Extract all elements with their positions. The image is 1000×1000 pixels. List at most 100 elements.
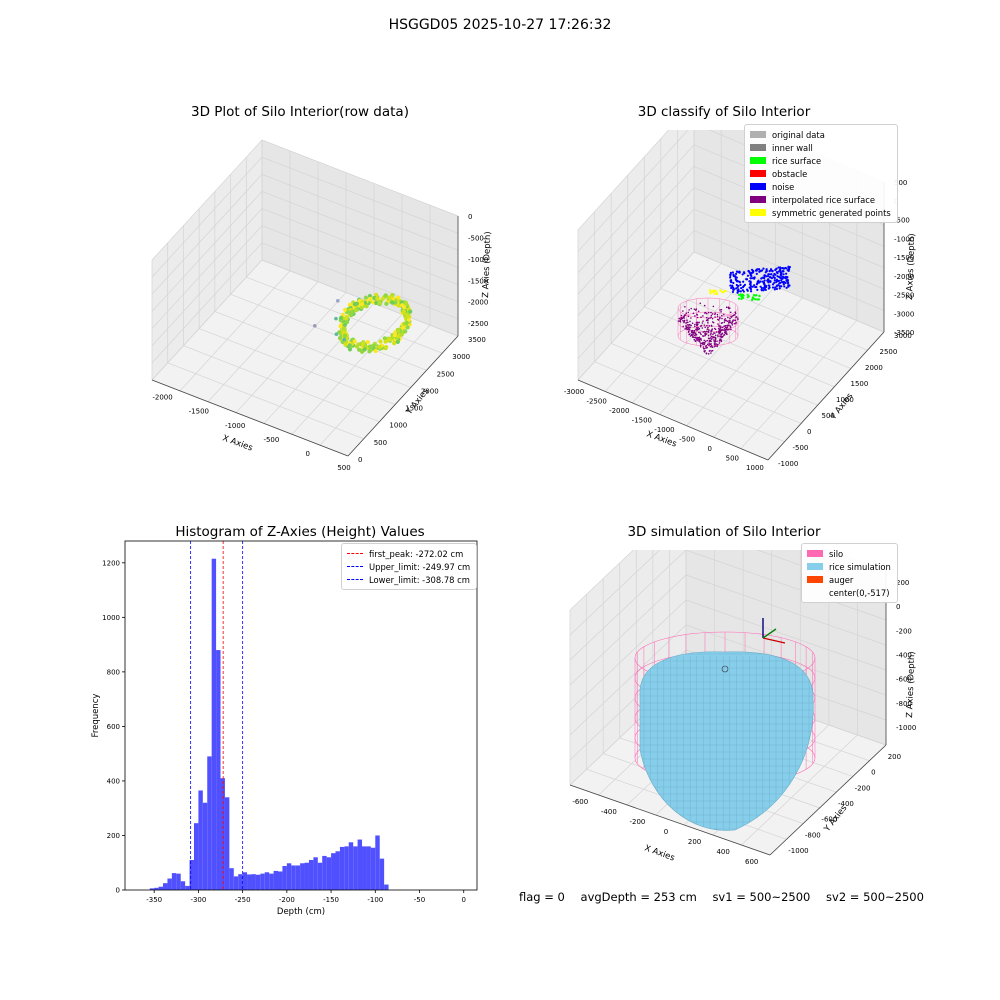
y-tick-label: 1200	[102, 559, 120, 567]
y-tick-label: -500	[793, 444, 809, 452]
histogram-bar	[331, 853, 336, 890]
z-tick-label: -2500	[468, 320, 488, 328]
noise-point	[782, 283, 785, 286]
noise-point	[746, 274, 750, 277]
status-footer: flag = 0 avgDepth = 253 cm sv1 = 500~250…	[519, 890, 936, 904]
noise-point	[736, 291, 739, 294]
x-tick-label: 600	[745, 858, 758, 866]
noise-point	[742, 290, 745, 293]
histogram-bar	[264, 872, 270, 890]
noise-point	[757, 281, 761, 284]
legend-item: inner wall	[750, 141, 891, 154]
interpolated-point	[719, 328, 722, 330]
data-point	[348, 310, 353, 315]
interpolated-point	[697, 328, 700, 331]
noise-point	[779, 274, 782, 277]
noise-point	[737, 271, 740, 274]
interpolated-point	[723, 313, 725, 316]
interpolated-point	[716, 315, 719, 318]
interpolated-point	[690, 331, 693, 334]
interpolated-point	[727, 316, 729, 319]
plot1-x-axis-label: X Axies	[221, 433, 254, 453]
histogram-bar	[242, 872, 248, 890]
legend-item: center(0,-517)	[807, 586, 891, 599]
interpolated-point	[720, 335, 722, 338]
interpolated-point	[685, 312, 688, 315]
symmetric-point	[722, 290, 725, 294]
histogram-bar	[171, 873, 177, 890]
data-point	[392, 341, 397, 346]
grid-line	[713, 308, 830, 438]
grid-line	[577, 144, 695, 274]
noise-point	[759, 269, 763, 272]
interpolated-point	[720, 340, 723, 343]
z-tick-label: 200	[896, 579, 909, 587]
interpolated-point	[699, 332, 702, 334]
histogram-bar	[300, 863, 305, 890]
grid-line	[183, 345, 380, 423]
z-tick-label: -1000	[896, 724, 916, 732]
plot1-3d-axes: -2000 -1500 -1000 -500 0 500 0 500 1000 1500 2000 2…	[151, 139, 493, 470]
noise-point	[787, 282, 790, 285]
interpolated-point	[726, 324, 729, 327]
interpolated-point	[710, 331, 712, 333]
legend-item: obstacle	[750, 167, 891, 180]
interpolated-point	[695, 308, 698, 310]
data-point	[382, 336, 387, 341]
histogram-chart: -350 -300 -250 -200 -150 -100 -50 0 0 200 400 600 80…	[91, 540, 478, 917]
interpolated-point	[690, 334, 693, 337]
rice-surface-point	[751, 298, 754, 301]
y-tick-label: 3000	[894, 332, 912, 340]
plot4-title: 3D simulation of Silo Interior	[627, 524, 821, 540]
noise-point	[745, 278, 748, 281]
grid-line	[151, 139, 263, 261]
noise-point	[785, 286, 788, 289]
interpolated-point	[708, 342, 710, 344]
interpolated-point	[706, 324, 708, 327]
noise-point	[758, 268, 761, 271]
data-point	[347, 302, 352, 307]
side-pane	[570, 550, 686, 785]
noise-point	[767, 284, 770, 287]
y-tick-label: 200	[107, 832, 120, 840]
interpolated-point	[694, 339, 697, 342]
data-point	[344, 319, 350, 325]
grid-line	[741, 734, 858, 846]
noise-point	[737, 284, 740, 288]
interpolated-point	[687, 323, 689, 326]
noise-point	[763, 279, 766, 282]
interpolated-point	[710, 314, 713, 317]
legend-swatch	[807, 589, 823, 596]
y-tick-label: 3500	[468, 336, 486, 344]
interpolated-point	[711, 335, 713, 338]
interpolated-point	[688, 329, 690, 331]
noise-point	[775, 285, 778, 288]
interpolated-point	[699, 345, 702, 348]
interpolated-point	[711, 317, 714, 320]
rice-surface-point	[737, 293, 741, 296]
noise-point	[731, 290, 735, 294]
interpolated-point	[715, 343, 718, 345]
histogram-bar	[224, 797, 230, 890]
interpolated-point	[697, 336, 699, 339]
interpolated-point	[713, 343, 716, 346]
histogram-bar	[167, 878, 172, 890]
histogram-bar	[379, 858, 385, 890]
interpolated-point	[691, 322, 694, 325]
interpolated-point	[711, 313, 714, 315]
y-tick-label: 2000	[421, 387, 439, 395]
histogram-bar	[375, 835, 380, 890]
noise-point	[782, 267, 785, 270]
z-tick-label: -2000	[894, 273, 914, 281]
y-tick-label: 500	[822, 412, 835, 420]
data-point	[344, 316, 349, 321]
data-point	[359, 302, 365, 307]
data-point	[386, 337, 391, 342]
data-point	[384, 344, 389, 350]
data-point	[353, 308, 359, 313]
rice-surface-point	[752, 293, 756, 297]
data-point	[396, 333, 401, 339]
back-pane	[262, 140, 458, 336]
noise-point	[768, 269, 771, 273]
x-axis-line	[151, 379, 349, 457]
